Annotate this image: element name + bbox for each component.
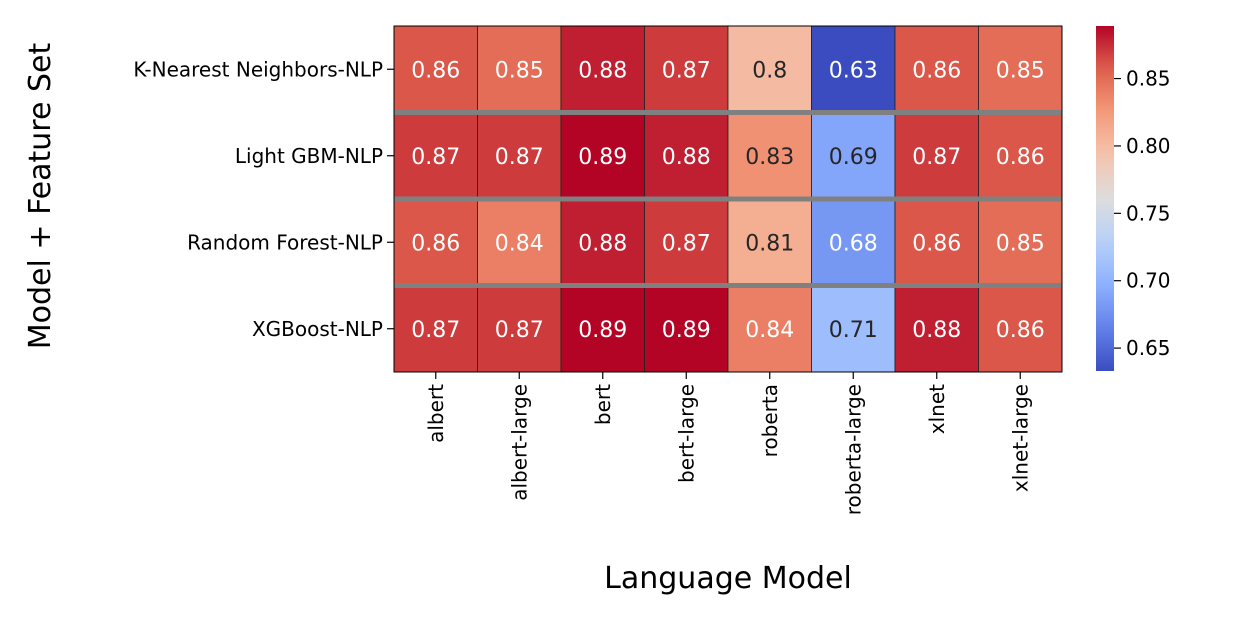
heatmap-cell: [644, 285, 729, 373]
heatmap-cell: [811, 25, 896, 113]
x-axis-title: Language Model: [604, 561, 852, 596]
cell-value-label: 0.86: [411, 58, 460, 83]
cell-value-label: 0.87: [495, 145, 544, 170]
y-tick-label: Random Forest-NLP: [187, 230, 383, 254]
y-tick-label: K-Nearest Neighbors-NLP: [133, 57, 383, 81]
heatmap-cell: [978, 112, 1063, 200]
cell-value-label: 0.69: [829, 145, 878, 170]
heatmap-cell: [978, 25, 1063, 113]
cell-value-label: 0.87: [495, 318, 544, 343]
cell-value-label: 0.68: [829, 231, 878, 256]
x-tick-label: albert: [424, 384, 448, 443]
heatmap-cell: [477, 198, 562, 286]
cell-value-label: 0.86: [912, 231, 961, 256]
cell-value-label: 0.84: [745, 318, 794, 343]
x-tick-label: albert-large: [507, 384, 531, 501]
heatmap-cell: [393, 198, 478, 286]
cell-value-labels: 0.86 0.85 0.88 0.87 0.8 0.63 0.86 0.85 0.87 0.87 0…: [411, 58, 1044, 343]
cell-value-label: 0.88: [578, 58, 627, 83]
cell-value-label: 0.86: [912, 58, 961, 83]
heatmap-cell: [644, 112, 729, 200]
cell-value-label: 0.81: [745, 231, 794, 256]
cell-value-label: 0.87: [411, 145, 460, 170]
heatmap-cell: [727, 198, 812, 286]
colorbar-ticks: 0.65 0.70 0.75 0.80 0.85: [1114, 67, 1171, 360]
heatmap-cell: [727, 25, 812, 113]
cell-value-label: 0.87: [912, 145, 961, 170]
cell-value-label: 0.85: [495, 58, 544, 83]
heatmap-cell: [727, 112, 812, 200]
heatmap-cell: [560, 285, 645, 373]
cell-value-label: 0.85: [996, 58, 1045, 83]
heatmap-cell: [644, 25, 729, 113]
x-axis: albert albert-large bert bert-large roberta r…: [424, 372, 1032, 515]
cell-value-label: 0.83: [745, 145, 794, 170]
heatmap-cell: [894, 112, 979, 200]
cell-value-label: 0.88: [662, 145, 711, 170]
cell-value-label: 0.87: [662, 58, 711, 83]
plot-frame: [393, 25, 1063, 373]
x-tick-label: roberta: [758, 384, 782, 457]
cell-value-label: 0.84: [495, 231, 544, 256]
heatmap-cell: [393, 25, 478, 113]
y-tick-label: XGBoost-NLP: [252, 317, 383, 341]
cell-value-label: 0.86: [996, 318, 1045, 343]
cell-value-label: 0.87: [662, 231, 711, 256]
colorbar-tick-label: 0.65: [1126, 336, 1171, 360]
y-axis: K-Nearest Neighbors-NLP Light GBM-NLP Rand…: [133, 57, 394, 341]
cell-value-label: 0.87: [411, 318, 460, 343]
row-separators: [394, 110, 1062, 288]
heatmap-cell: [477, 112, 562, 200]
x-tick-label: xlnet-large: [1008, 384, 1032, 492]
cell-value-label: 0.88: [578, 231, 627, 256]
cell-value-label: 0.71: [829, 318, 878, 343]
x-tick-label: roberta-large: [841, 384, 865, 515]
x-tick-label: xlnet: [925, 384, 949, 434]
colorbar-tick-label: 0.70: [1126, 269, 1171, 293]
cell-value-label: 0.89: [662, 318, 711, 343]
heatmap-cell: [477, 25, 562, 113]
cell-value-label: 0.86: [411, 231, 460, 256]
cell-value-label: 0.89: [578, 318, 627, 343]
heatmap-cell: [727, 285, 812, 373]
cell-value-label: 0.86: [996, 145, 1045, 170]
colorbar-gradient: [1096, 26, 1114, 371]
colorbar-tick-label: 0.85: [1126, 67, 1171, 91]
colorbar-tick-label: 0.75: [1126, 201, 1171, 225]
colorbar-tick-label: 0.80: [1126, 134, 1171, 158]
x-tick-label: bert-large: [674, 384, 698, 483]
heatmap-cell: [644, 198, 729, 286]
y-axis-title: Model + Feature Set: [23, 43, 58, 350]
cell-value-label: 0.88: [912, 318, 961, 343]
heatmap-cell: [894, 198, 979, 286]
y-tick-label: Light GBM-NLP: [235, 144, 383, 168]
cell-value-label: 0.63: [829, 58, 878, 83]
colorbar: 0.65 0.70 0.75 0.80 0.85: [1096, 26, 1171, 371]
heatmap-cell: [393, 285, 478, 373]
heatmap-cell: [560, 198, 645, 286]
cell-value-label: 0.89: [578, 145, 627, 170]
cell-value-label: 0.8: [752, 58, 787, 83]
cell-value-label: 0.85: [996, 231, 1045, 256]
x-tick-label: bert: [591, 384, 615, 425]
